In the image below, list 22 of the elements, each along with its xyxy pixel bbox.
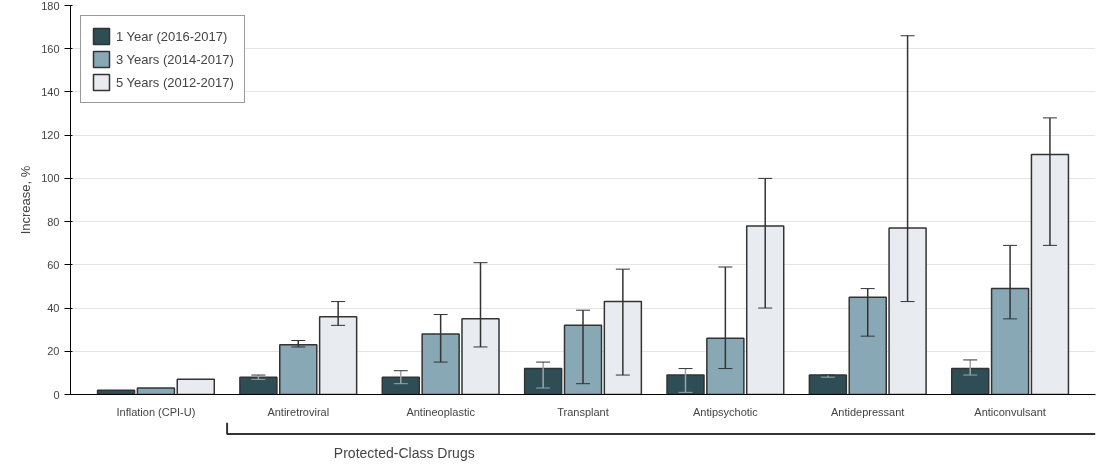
y-tick-label: 40 bbox=[47, 302, 60, 315]
x-tick-label: Inflation (CPI-U) bbox=[116, 405, 196, 418]
y-tick-label: 80 bbox=[47, 215, 60, 228]
x-tick-label: Anticonvulsant bbox=[974, 405, 1046, 418]
y-axis-title: Increase, % bbox=[18, 165, 34, 235]
x-tick-label: Antiretroviral bbox=[267, 405, 330, 418]
y-tick-label: 160 bbox=[41, 42, 60, 55]
x-tick-label: Antipsychotic bbox=[692, 405, 759, 418]
x-tick-label: Transplant bbox=[557, 405, 609, 418]
y-tick-label: 180 bbox=[41, 0, 60, 12]
legend-label: 5 Years (2012-2017) bbox=[116, 74, 234, 90]
y-tick-label: 0 bbox=[53, 388, 60, 401]
y-tick-label: 20 bbox=[47, 345, 60, 358]
x-tick-label: Antineoplastic bbox=[406, 405, 476, 418]
y-tick-label: 100 bbox=[41, 172, 60, 185]
legend-label: 1 Year (2016-2017) bbox=[116, 28, 228, 44]
y-tick-label: 120 bbox=[41, 129, 60, 142]
x-tick-label: Antidepressant bbox=[831, 405, 905, 418]
text: Protected-Class Drugs bbox=[333, 445, 475, 461]
y-tick-label: 60 bbox=[47, 258, 60, 271]
legend-label: 3 Years (2014-2017) bbox=[116, 51, 234, 67]
y-tick-label: 140 bbox=[41, 85, 60, 98]
